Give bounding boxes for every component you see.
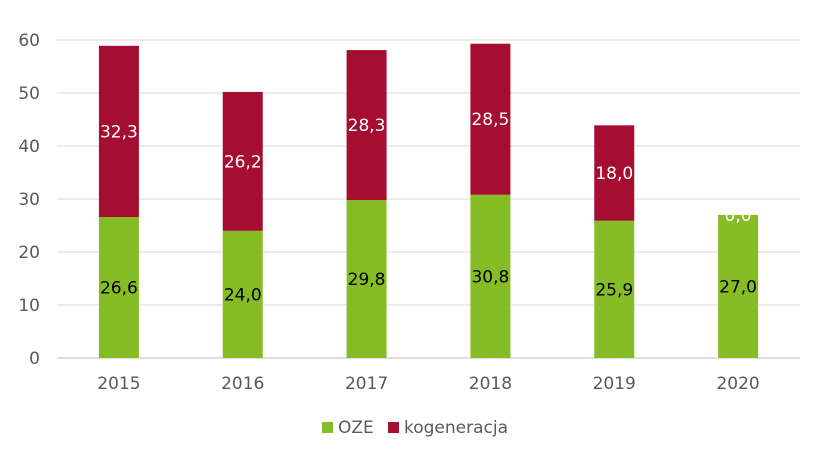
bar-kogeneracja-2019 (594, 125, 635, 221)
data-label-kogeneracja-2020: 0,0 (725, 206, 752, 226)
bars (98, 43, 759, 358)
data-label-kogeneracja-2017: 28,3 (348, 116, 386, 136)
bar-kogeneracja-2018 (470, 43, 511, 195)
y-tick-label: 0 (29, 349, 40, 369)
data-label-oze-2015: 26,6 (100, 279, 138, 299)
data-label-oze-2019: 25,9 (595, 280, 633, 300)
x-axis-ticks: 2015 2016 2017 2018 2019 2020 (97, 374, 759, 394)
y-axis-ticks: 0 10 20 30 40 50 60 (18, 31, 40, 369)
bar-kogeneracja-2017 (346, 50, 387, 201)
bar-oze-2018 (470, 194, 511, 358)
y-tick-label: 30 (18, 190, 40, 210)
data-label-oze-2017: 29,8 (348, 270, 386, 290)
y-tick-label: 10 (18, 296, 40, 316)
data-labels: 26,6 32,3 24,0 26,2 29,8 28,3 30,8 28,5 25,9 18,0… (100, 110, 757, 305)
x-tick-label: 2020 (716, 374, 759, 394)
legend-swatch-kogeneracja (388, 422, 399, 433)
data-label-oze-2020: 27,0 (719, 277, 757, 297)
x-tick-label: 2019 (593, 374, 636, 394)
data-label-kogeneracja-2019: 18,0 (595, 164, 633, 184)
y-tick-label: 60 (18, 31, 40, 51)
data-label-oze-2016: 24,0 (224, 285, 262, 305)
bar-oze-2017 (346, 200, 387, 358)
legend: OZE kogeneracja (322, 418, 508, 438)
bar-oze-2016 (222, 230, 263, 358)
legend-label-oze: OZE (338, 418, 374, 438)
legend-swatch-oze (322, 422, 333, 433)
x-tick-label: 2016 (221, 374, 264, 394)
gridlines (57, 39, 800, 359)
legend-label-kogeneracja: kogeneracja (404, 418, 508, 438)
data-label-kogeneracja-2015: 32,3 (100, 122, 138, 142)
bar-oze-2019 (594, 220, 635, 358)
bar-oze-2015 (98, 217, 139, 358)
y-tick-label: 20 (18, 243, 40, 263)
y-tick-label: 50 (18, 84, 40, 104)
x-tick-label: 2015 (97, 374, 140, 394)
bar-kogeneracja-2015 (98, 45, 139, 218)
data-label-kogeneracja-2018: 28,5 (471, 110, 509, 130)
data-label-kogeneracja-2016: 26,2 (224, 152, 262, 172)
x-tick-label: 2018 (469, 374, 512, 394)
x-tick-label: 2017 (345, 374, 388, 394)
y-tick-label: 40 (18, 137, 40, 157)
bar-kogeneracja-2016 (222, 91, 263, 231)
data-label-oze-2018: 30,8 (471, 267, 509, 287)
bar-oze-2020 (718, 214, 759, 358)
